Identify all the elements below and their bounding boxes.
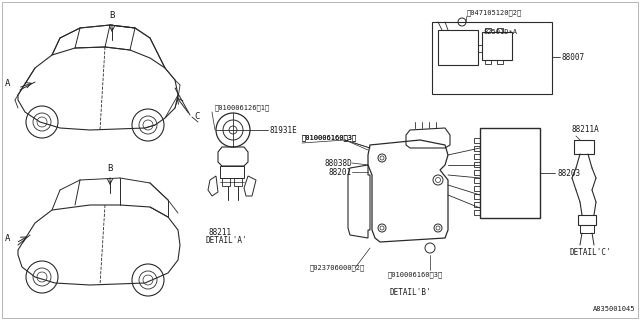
Text: 82501D∗A: 82501D∗A — [483, 29, 517, 35]
Bar — [474, 154, 480, 159]
Text: Ⓑ010006160（3）: Ⓑ010006160（3） — [302, 135, 357, 141]
Bar — [480, 128, 540, 218]
Bar — [580, 225, 594, 233]
Bar — [234, 178, 242, 186]
Bar — [485, 60, 491, 64]
Bar — [474, 186, 480, 191]
Text: B: B — [108, 164, 113, 172]
Text: 88203: 88203 — [557, 169, 580, 178]
Bar — [497, 28, 503, 32]
Text: Ⓑ010006160（3）: Ⓑ010006160（3） — [302, 135, 357, 141]
Bar — [485, 28, 491, 32]
Bar — [474, 178, 480, 183]
Bar — [578, 215, 596, 225]
Text: 88211A: 88211A — [572, 125, 600, 134]
Text: B: B — [109, 11, 115, 20]
Text: ⓝ023706000（2）: ⓝ023706000（2） — [310, 265, 365, 271]
Bar — [482, 32, 512, 60]
Bar — [474, 210, 480, 215]
Bar — [474, 202, 480, 207]
Text: A835001045: A835001045 — [593, 306, 635, 312]
Bar — [474, 170, 480, 175]
Bar — [474, 138, 480, 143]
Text: DETAIL'A': DETAIL'A' — [206, 236, 248, 245]
Text: Ⓜ047105120（2）: Ⓜ047105120（2） — [467, 10, 522, 16]
Bar — [574, 140, 594, 154]
Text: A: A — [5, 234, 11, 243]
Text: 88007: 88007 — [562, 52, 585, 61]
Text: 81931E: 81931E — [270, 125, 298, 134]
Text: Ⓑ010006126（1）: Ⓑ010006126（1） — [215, 105, 270, 111]
Text: DETAIL'C': DETAIL'C' — [570, 248, 612, 257]
Bar — [474, 146, 480, 151]
Bar — [474, 162, 480, 167]
Text: DETAIL'B': DETAIL'B' — [389, 288, 431, 297]
Bar — [222, 178, 230, 186]
Text: A: A — [5, 78, 11, 87]
Text: 88211: 88211 — [209, 228, 232, 237]
Bar — [432, 22, 552, 94]
Text: C: C — [194, 111, 200, 121]
Text: 88038D: 88038D — [324, 158, 352, 167]
Text: 88201: 88201 — [329, 167, 352, 177]
Bar — [474, 194, 480, 199]
Text: Ⓑ010006160（3）: Ⓑ010006160（3） — [387, 272, 443, 278]
Bar — [220, 166, 244, 178]
Bar — [497, 60, 503, 64]
Bar — [438, 30, 478, 65]
